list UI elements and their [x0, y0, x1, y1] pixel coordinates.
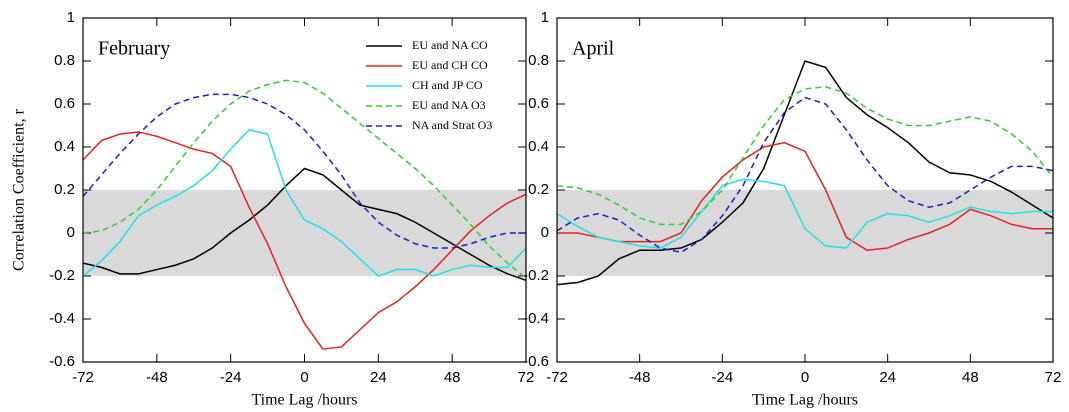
x-tick-label: 48	[962, 369, 979, 386]
shaded-band	[557, 190, 1053, 276]
shaded-band	[83, 190, 526, 276]
legend-label: EU and CH CO	[412, 58, 488, 72]
series-line	[557, 86, 1053, 226]
series-line	[83, 128, 526, 277]
series-line	[557, 141, 1053, 251]
y-tick-label: 0.6	[528, 95, 549, 112]
x-tick-label: 72	[1045, 369, 1062, 386]
series-line	[557, 178, 1053, 249]
y-axis-label: Correlation Coefficient, r	[11, 108, 28, 271]
y-tick-label: -0.4	[49, 310, 75, 327]
x-tick-label: 24	[879, 369, 896, 386]
y-tick-label: 0.4	[54, 138, 75, 155]
y-tick-label: -0.6	[523, 353, 549, 370]
x-tick-label: -72	[72, 369, 94, 386]
panel-title: April	[572, 38, 615, 60]
y-tick-label: -0.6	[49, 353, 75, 370]
plot-frame	[556, 17, 1054, 363]
series-line	[83, 93, 526, 249]
series-line	[557, 96, 1053, 254]
series-line	[83, 79, 526, 279]
y-tick-label: 0.2	[528, 181, 549, 198]
x-tick-label: 48	[444, 369, 461, 386]
x-tick-label: -48	[146, 369, 168, 386]
x-tick-label: -24	[220, 369, 242, 386]
y-tick-label: 0.6	[54, 95, 75, 112]
plot-frame	[82, 17, 527, 363]
x-axis-label: Time Lag /hours	[251, 392, 357, 409]
y-tick-label: -0.2	[49, 267, 75, 284]
x-tick-label: -24	[711, 369, 733, 386]
y-tick-label: 1	[67, 9, 75, 26]
series-line	[83, 167, 526, 282]
legend-label: EU and NA CO	[412, 38, 488, 52]
y-tick-label: 0.8	[528, 52, 549, 69]
x-tick-label: -72	[546, 369, 568, 386]
panel-title: February	[98, 38, 170, 60]
x-tick-label: -48	[629, 369, 651, 386]
y-tick-label: 0.2	[54, 181, 75, 198]
x-tick-label: 24	[370, 369, 387, 386]
y-tick-label: 0	[67, 224, 75, 241]
x-tick-label: 0	[300, 369, 308, 386]
series-line	[83, 131, 526, 350]
y-tick-label: -0.2	[523, 267, 549, 284]
y-tick-label: -0.4	[523, 310, 549, 327]
y-tick-label: 0.8	[54, 52, 75, 69]
x-axis-label: Time Lag /hours	[752, 392, 858, 409]
y-tick-label: 0.4	[528, 138, 549, 155]
x-tick-label: 72	[518, 369, 535, 386]
legend-label: CH and JP CO	[412, 78, 483, 92]
y-tick-label: 1	[541, 9, 549, 26]
y-tick-label: 0	[541, 224, 549, 241]
legend-label: NA and Strat O3	[412, 118, 492, 132]
legend-label: EU and NA O3	[412, 98, 486, 112]
series-line	[557, 60, 1053, 286]
x-tick-label: 0	[801, 369, 809, 386]
